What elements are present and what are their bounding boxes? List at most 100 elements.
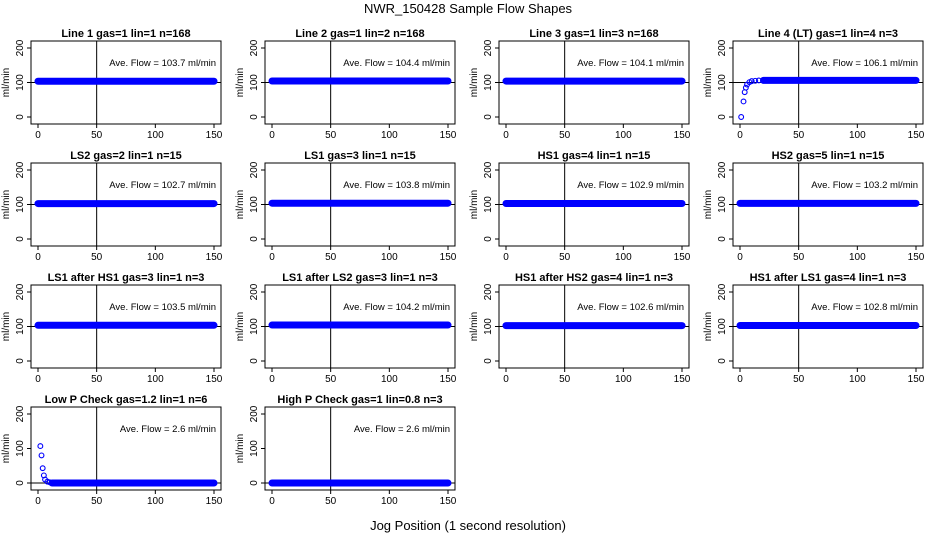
x-tick-label: 0 — [737, 130, 743, 141]
page-title: NWR_150428 Sample Flow Shapes — [363, 1, 573, 16]
x-tick-label: 100 — [147, 252, 164, 263]
panel-title: Low P Check gas=1.2 lin=1 n=6 — [45, 394, 208, 406]
y-tick-label: 100 — [15, 440, 26, 457]
y-tick-label: 100 — [717, 318, 728, 335]
panel-title: LS1 after HS1 gas=3 lin=1 n=3 — [48, 272, 205, 284]
y-axis-label: ml/min — [1, 434, 12, 463]
y-tick-label: 100 — [15, 318, 26, 335]
panel-title: Line 3 gas=1 lin=3 n=168 — [529, 28, 658, 40]
y-axis-label: ml/min — [235, 68, 246, 97]
x-tick-label: 50 — [325, 374, 337, 385]
chart-panel: HS1 after HS2 gas=4 lin=1 n=3 0 50 100 150 0 1… — [469, 272, 691, 385]
x-tick-label: 150 — [674, 374, 691, 385]
x-tick-label: 150 — [206, 252, 223, 263]
x-tick-label: 0 — [737, 252, 743, 263]
y-axis-label: ml/min — [469, 68, 480, 97]
y-tick-label: 0 — [249, 114, 260, 120]
y-tick-label: 100 — [15, 196, 26, 213]
x-tick-label: 100 — [849, 374, 866, 385]
chart-panel: LS1 after LS2 gas=3 lin=1 n=3 0 50 100 150 0 1… — [235, 272, 457, 385]
y-tick-label: 100 — [249, 196, 260, 213]
y-axis-label: ml/min — [703, 190, 714, 219]
x-tick-label: 100 — [849, 252, 866, 263]
y-tick-label: 0 — [15, 480, 26, 486]
y-tick-label: 200 — [249, 39, 260, 56]
x-tick-label: 100 — [147, 496, 164, 507]
chart-panel: Line 2 gas=1 lin=2 n=168 0 50 100 150 0 100 200… — [235, 28, 457, 141]
average-flow-annotation: Ave. Flow = 2.6 ml/min — [120, 424, 216, 435]
y-tick-label: 100 — [249, 74, 260, 91]
plot-frame — [264, 406, 456, 491]
x-tick-label: 50 — [793, 374, 805, 385]
chart-panel: Low P Check gas=1.2 lin=1 n=6 0 50 100 150 0 1… — [1, 394, 223, 507]
x-tick-label: 0 — [503, 252, 509, 263]
x-tick-label: 0 — [269, 252, 275, 263]
y-tick-label: 200 — [249, 161, 260, 178]
chart-panel: Line 3 gas=1 lin=3 n=168 0 50 100 150 0 100 200… — [469, 28, 691, 141]
y-tick-label: 200 — [717, 283, 728, 300]
average-flow-annotation: Ave. Flow = 2.6 ml/min — [354, 424, 450, 435]
x-tick-label: 0 — [269, 130, 275, 141]
panel-title: High P Check gas=1 lin=0.8 n=3 — [277, 394, 442, 406]
x-tick-label: 0 — [35, 252, 41, 263]
y-tick-label: 100 — [717, 196, 728, 213]
y-axis-label: ml/min — [1, 68, 12, 97]
y-tick-label: 200 — [249, 283, 260, 300]
chart-panel: LS1 after HS1 gas=3 lin=1 n=3 0 50 100 150 0 1… — [1, 272, 223, 385]
y-tick-label: 0 — [717, 114, 728, 120]
x-tick-label: 50 — [325, 496, 337, 507]
average-flow-annotation: Ave. Flow = 102.6 ml/min — [577, 302, 684, 313]
panel-title: LS1 after LS2 gas=3 lin=1 n=3 — [282, 272, 438, 284]
panel-title: Line 4 (LT) gas=1 lin=4 n=3 — [758, 28, 898, 40]
y-axis-label: ml/min — [235, 434, 246, 463]
data-point — [740, 98, 747, 105]
x-tick-label: 50 — [559, 130, 571, 141]
y-tick-label: 0 — [717, 358, 728, 364]
y-axis-label: ml/min — [1, 190, 12, 219]
y-tick-label: 0 — [717, 236, 728, 242]
y-tick-label: 100 — [249, 440, 260, 457]
average-flow-annotation: Ave. Flow = 102.7 ml/min — [109, 180, 216, 191]
y-axis-label: ml/min — [469, 190, 480, 219]
average-flow-annotation: Ave. Flow = 104.4 ml/min — [343, 58, 450, 69]
x-tick-label: 0 — [269, 496, 275, 507]
chart-panel: Line 1 gas=1 lin=1 n=168 0 50 100 150 0 100 200… — [1, 28, 223, 141]
y-axis-label: ml/min — [235, 312, 246, 341]
x-tick-label: 100 — [147, 374, 164, 385]
data-point — [39, 465, 46, 472]
data-point — [37, 443, 44, 450]
x-tick-label: 0 — [269, 374, 275, 385]
y-tick-label: 0 — [483, 114, 494, 120]
chart-panel: Line 4 (LT) gas=1 lin=4 n=3 0 50 100 150 0 100… — [703, 28, 925, 141]
x-tick-label: 150 — [206, 496, 223, 507]
average-flow-annotation: Ave. Flow = 103.8 ml/min — [343, 180, 450, 191]
panel-title: Line 2 gas=1 lin=2 n=168 — [295, 28, 424, 40]
x-tick-label: 100 — [615, 130, 632, 141]
y-tick-label: 200 — [249, 405, 260, 422]
x-tick-label: 0 — [35, 374, 41, 385]
data-point — [46, 479, 53, 486]
y-tick-label: 200 — [15, 405, 26, 422]
y-tick-label: 200 — [15, 161, 26, 178]
x-tick-label: 150 — [440, 496, 457, 507]
average-flow-annotation: Ave. Flow = 104.2 ml/min — [343, 302, 450, 313]
x-tick-label: 150 — [206, 374, 223, 385]
x-tick-label: 0 — [737, 374, 743, 385]
y-axis-label: ml/min — [703, 68, 714, 97]
y-axis-label: ml/min — [469, 312, 480, 341]
y-tick-label: 200 — [483, 283, 494, 300]
x-tick-label: 0 — [503, 130, 509, 141]
x-tick-label: 0 — [503, 374, 509, 385]
y-tick-label: 0 — [249, 358, 260, 364]
plot-frame — [30, 406, 222, 491]
data-point — [738, 114, 745, 120]
y-tick-label: 200 — [483, 161, 494, 178]
data-point — [38, 452, 45, 459]
x-tick-label: 100 — [615, 374, 632, 385]
average-flow-annotation: Ave. Flow = 104.1 ml/min — [577, 58, 684, 69]
x-tick-label: 0 — [35, 130, 41, 141]
y-axis-label: ml/min — [703, 312, 714, 341]
x-tick-label: 150 — [674, 252, 691, 263]
data-point — [742, 84, 749, 91]
y-tick-label: 100 — [483, 318, 494, 335]
